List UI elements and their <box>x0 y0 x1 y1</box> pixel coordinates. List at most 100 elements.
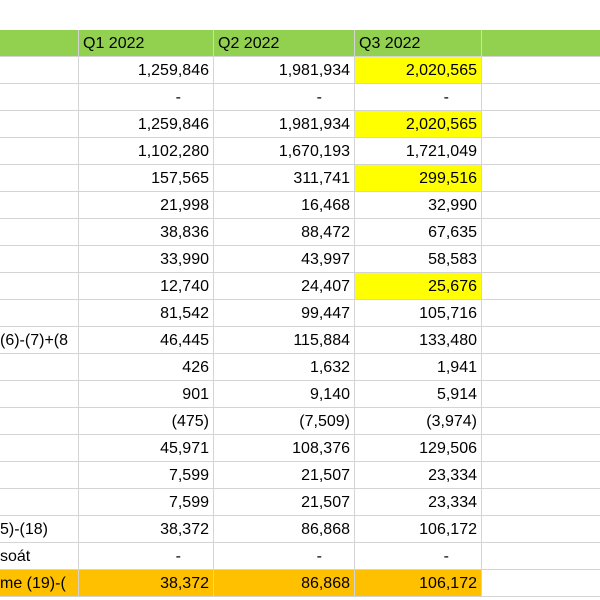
row-label-cell[interactable] <box>0 84 79 111</box>
q2-value-cell[interactable]: 9,140 <box>214 381 355 408</box>
q3-value-cell[interactable]: 5,914 <box>355 381 482 408</box>
q3-value-cell[interactable]: 129,506 <box>355 435 482 462</box>
empty-cell[interactable] <box>482 192 600 219</box>
q1-value-cell[interactable]: (475) <box>79 408 214 435</box>
row-label-cell[interactable]: (6)-(7)+(8 <box>0 327 79 354</box>
header-q2-cell[interactable]: Q2 2022 <box>214 30 355 57</box>
q1-value-cell[interactable]: 426 <box>79 354 214 381</box>
q3-value-cell[interactable]: 23,334 <box>355 489 482 516</box>
empty-cell[interactable] <box>482 57 600 84</box>
row-label-cell[interactable] <box>0 57 79 84</box>
header-empty-cell[interactable] <box>482 30 600 57</box>
q1-value-cell[interactable]: 901 <box>79 381 214 408</box>
q2-value-cell[interactable]: 1,670,193 <box>214 138 355 165</box>
row-label-cell[interactable] <box>0 462 79 489</box>
q2-value-cell[interactable]: 21,507 <box>214 462 355 489</box>
q1-value-cell[interactable]: 1,259,846 <box>79 57 214 84</box>
q2-value-cell[interactable]: 311,741 <box>214 165 355 192</box>
q1-value-cell[interactable]: 7,599 <box>79 489 214 516</box>
q1-value-cell[interactable]: - <box>79 543 214 570</box>
row-label-cell[interactable] <box>0 138 79 165</box>
row-label-cell[interactable] <box>0 219 79 246</box>
q3-value-cell[interactable]: 1,721,049 <box>355 138 482 165</box>
q1-value-cell[interactable]: 12,740 <box>79 273 214 300</box>
q3-value-cell[interactable]: 67,635 <box>355 219 482 246</box>
q3-value-cell[interactable]: 106,172 <box>355 516 482 543</box>
empty-cell[interactable] <box>482 273 600 300</box>
empty-cell[interactable] <box>482 408 600 435</box>
q2-value-cell[interactable]: 88,472 <box>214 219 355 246</box>
row-label-cell[interactable] <box>0 246 79 273</box>
empty-cell[interactable] <box>482 84 600 111</box>
header-q3-cell[interactable]: Q3 2022 <box>355 30 482 57</box>
q1-value-cell[interactable]: 38,372 <box>79 570 214 597</box>
q2-value-cell[interactable]: 108,376 <box>214 435 355 462</box>
row-label-cell[interactable]: 5)-(18) <box>0 516 79 543</box>
empty-cell[interactable] <box>482 381 600 408</box>
q2-value-cell[interactable]: 43,997 <box>214 246 355 273</box>
empty-cell[interactable] <box>482 219 600 246</box>
q1-value-cell[interactable]: 21,998 <box>79 192 214 219</box>
q1-value-cell[interactable]: 1,259,846 <box>79 111 214 138</box>
q2-value-cell[interactable]: 24,407 <box>214 273 355 300</box>
q1-value-cell[interactable]: 45,971 <box>79 435 214 462</box>
q3-value-cell[interactable]: 23,334 <box>355 462 482 489</box>
q2-value-cell[interactable]: 21,507 <box>214 489 355 516</box>
empty-cell[interactable] <box>482 246 600 273</box>
q2-value-cell[interactable]: 16,468 <box>214 192 355 219</box>
row-label-cell[interactable] <box>0 354 79 381</box>
empty-cell[interactable] <box>482 138 600 165</box>
q2-value-cell[interactable]: 1,632 <box>214 354 355 381</box>
q3-value-cell[interactable]: - <box>355 84 482 111</box>
q3-value-cell[interactable]: (3,974) <box>355 408 482 435</box>
q3-value-cell[interactable]: 25,676 <box>355 273 482 300</box>
q3-value-cell[interactable]: 58,583 <box>355 246 482 273</box>
q3-value-cell[interactable]: 2,020,565 <box>355 111 482 138</box>
row-label-cell[interactable] <box>0 192 79 219</box>
q2-value-cell[interactable]: - <box>214 543 355 570</box>
q1-value-cell[interactable]: 7,599 <box>79 462 214 489</box>
empty-cell[interactable] <box>482 516 600 543</box>
q1-value-cell[interactable]: 33,990 <box>79 246 214 273</box>
q1-value-cell[interactable]: 157,565 <box>79 165 214 192</box>
q1-value-cell[interactable]: 46,445 <box>79 327 214 354</box>
q1-value-cell[interactable]: 38,372 <box>79 516 214 543</box>
empty-cell[interactable] <box>482 489 600 516</box>
empty-cell[interactable] <box>482 543 600 570</box>
q2-value-cell[interactable]: 86,868 <box>214 516 355 543</box>
q1-value-cell[interactable]: - <box>79 84 214 111</box>
empty-cell[interactable] <box>482 300 600 327</box>
q2-value-cell[interactable]: 86,868 <box>214 570 355 597</box>
q3-value-cell[interactable]: 32,990 <box>355 192 482 219</box>
q3-value-cell[interactable]: 1,941 <box>355 354 482 381</box>
row-label-cell[interactable] <box>0 381 79 408</box>
empty-cell[interactable] <box>482 435 600 462</box>
q2-value-cell[interactable]: 1,981,934 <box>214 111 355 138</box>
q3-value-cell[interactable]: 133,480 <box>355 327 482 354</box>
row-label-cell[interactable] <box>0 111 79 138</box>
q3-value-cell[interactable]: 106,172 <box>355 570 482 597</box>
q2-value-cell[interactable]: 99,447 <box>214 300 355 327</box>
q1-value-cell[interactable]: 1,102,280 <box>79 138 214 165</box>
header-label-cell[interactable] <box>0 30 79 57</box>
row-label-cell[interactable] <box>0 489 79 516</box>
q1-value-cell[interactable]: 81,542 <box>79 300 214 327</box>
q2-value-cell[interactable]: - <box>214 84 355 111</box>
q3-value-cell[interactable]: - <box>355 543 482 570</box>
empty-cell[interactable] <box>482 462 600 489</box>
q3-value-cell[interactable]: 2,020,565 <box>355 57 482 84</box>
row-label-cell[interactable] <box>0 165 79 192</box>
empty-cell[interactable] <box>482 570 600 597</box>
row-label-cell[interactable]: soát <box>0 543 79 570</box>
q2-value-cell[interactable]: (7,509) <box>214 408 355 435</box>
row-label-cell[interactable] <box>0 435 79 462</box>
row-label-cell[interactable] <box>0 300 79 327</box>
empty-cell[interactable] <box>482 327 600 354</box>
q3-value-cell[interactable]: 299,516 <box>355 165 482 192</box>
q2-value-cell[interactable]: 1,981,934 <box>214 57 355 84</box>
q2-value-cell[interactable]: 115,884 <box>214 327 355 354</box>
empty-cell[interactable] <box>482 354 600 381</box>
empty-cell[interactable] <box>482 165 600 192</box>
row-label-cell[interactable] <box>0 273 79 300</box>
